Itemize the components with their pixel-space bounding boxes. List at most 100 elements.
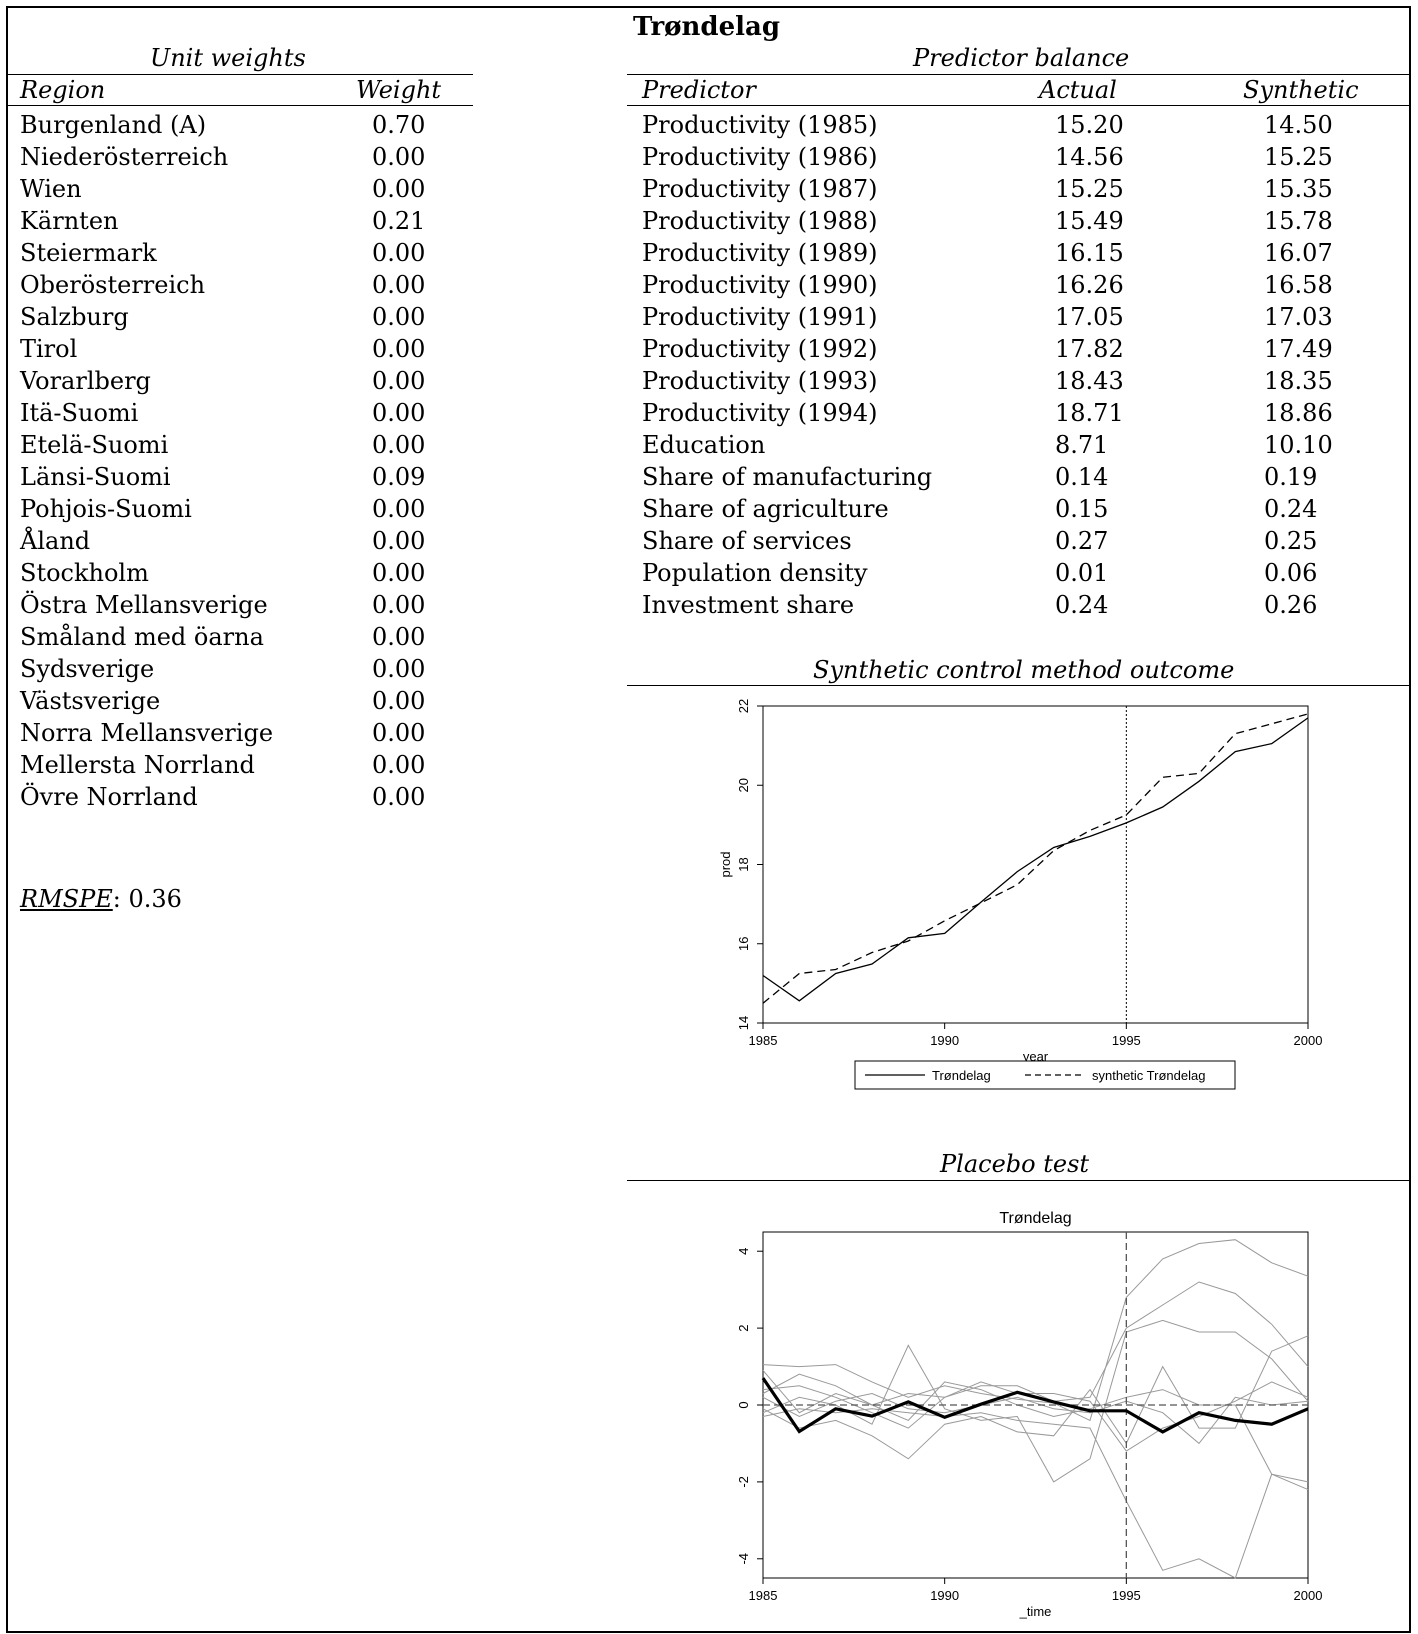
actual-value: 8.71 xyxy=(1055,431,1109,459)
region-name: Vorarlberg xyxy=(20,367,151,395)
weight-row: Niederösterreich 0.00 xyxy=(20,141,470,173)
synthetic-value: 16.07 xyxy=(1264,239,1333,267)
unit-weights-caption: Unit weights xyxy=(150,44,306,72)
region-weight: 0.00 xyxy=(372,143,426,171)
region-name: Småland med öarna xyxy=(20,623,264,651)
synthetic-value: 0.24 xyxy=(1264,495,1318,523)
region-weight: 0.00 xyxy=(372,271,426,299)
predictor-name: Productivity (1993) xyxy=(642,367,878,395)
placebo-series-line xyxy=(762,1319,1309,1483)
predictor-row: Productivity (1994) 18.71 18.86 xyxy=(642,397,1402,429)
y-tick-label: 0 xyxy=(736,1401,751,1408)
y-tick-label: 22 xyxy=(736,699,751,713)
predictor-name: Productivity (1990) xyxy=(642,271,878,299)
region-weight: 0.00 xyxy=(372,655,426,683)
region-name: Niederösterreich xyxy=(20,143,229,171)
region-name: Etelä-Suomi xyxy=(20,431,169,459)
region-weight: 0.00 xyxy=(372,751,426,779)
actual-value: 0.01 xyxy=(1055,559,1109,587)
actual-value: 17.82 xyxy=(1055,335,1124,363)
predictor-name: Share of agriculture xyxy=(642,495,889,523)
x-axis-label: year xyxy=(1023,1049,1049,1064)
region-weight: 0.00 xyxy=(372,719,426,747)
region-weight: 0.00 xyxy=(372,335,426,363)
unit-weights-top-rule xyxy=(8,74,473,75)
synthetic-value: 18.35 xyxy=(1264,367,1333,395)
region-weight: 0.00 xyxy=(372,559,426,587)
synthetic-value: 15.78 xyxy=(1264,207,1333,235)
weight-row: Vorarlberg 0.00 xyxy=(20,365,470,397)
weight-row: Etelä-Suomi 0.00 xyxy=(20,429,470,461)
weight-row: Kärnten 0.21 xyxy=(20,205,470,237)
placebo-series-line xyxy=(762,1335,1309,1460)
x-tick-label: 1995 xyxy=(1112,1033,1141,1048)
region-name: Oberösterreich xyxy=(20,271,206,299)
region-weight: 0.00 xyxy=(372,399,426,427)
synthetic-value: 17.03 xyxy=(1264,303,1333,331)
predictor-row: Productivity (1990) 16.26 16.58 xyxy=(642,269,1402,301)
x-tick-label: 1995 xyxy=(1112,1588,1141,1603)
actual-value: 0.27 xyxy=(1055,527,1109,555)
weight-row: Västsverige 0.00 xyxy=(20,685,470,717)
rmspe-separator: : xyxy=(112,885,121,913)
weight-row: Salzburg 0.00 xyxy=(20,301,470,333)
region-name: Mellersta Norrland xyxy=(20,751,255,779)
region-name: Länsi-Suomi xyxy=(20,463,171,491)
actual-value: 14.56 xyxy=(1055,143,1124,171)
x-tick-label: 2000 xyxy=(1294,1588,1323,1603)
region-weight: 0.21 xyxy=(372,207,426,235)
y-axis-label: prod xyxy=(718,851,733,877)
placebo-series-line xyxy=(762,1408,1309,1579)
predictor-row: Productivity (1987) 15.25 15.35 xyxy=(642,173,1402,205)
synthetic-column-header: Synthetic xyxy=(1243,76,1359,104)
weight-row: Småland med öarna 0.00 xyxy=(20,621,470,653)
y-tick-label: 14 xyxy=(736,1016,751,1030)
region-weight: 0.00 xyxy=(372,303,426,331)
predictor-name: Productivity (1994) xyxy=(642,399,878,427)
predictor-row: Productivity (1986) 14.56 15.25 xyxy=(642,141,1402,173)
weight-row: Sydsverige 0.00 xyxy=(20,653,470,685)
predictor-row: Productivity (1991) 17.05 17.03 xyxy=(642,301,1402,333)
placebo-series-line xyxy=(762,1370,1309,1452)
actual-value: 17.05 xyxy=(1055,303,1124,331)
region-name: Tirol xyxy=(20,335,78,363)
treated-series-line xyxy=(761,1377,1309,1434)
actual-value: 18.43 xyxy=(1055,367,1124,395)
predictor-row: Population density 0.01 0.06 xyxy=(642,557,1402,589)
region-name: Pohjois-Suomi xyxy=(20,495,192,523)
predictor-name: Productivity (1987) xyxy=(642,175,878,203)
y-tick-label: 20 xyxy=(736,778,751,792)
predictor-name: Productivity (1992) xyxy=(642,335,878,363)
weight-row: Mellersta Norrland 0.00 xyxy=(20,749,470,781)
region-weight: 0.00 xyxy=(372,623,426,651)
region-weight: 0.09 xyxy=(372,463,426,491)
weight-row: Wien 0.00 xyxy=(20,173,470,205)
legend-label-actual: Trøndelag xyxy=(932,1068,991,1083)
placebo-series-line xyxy=(762,1239,1309,1422)
region-column-header: Region xyxy=(20,76,106,104)
region-name: Övre Norrland xyxy=(20,783,198,811)
rmspe-label: RMSPE xyxy=(20,885,113,913)
synthetic-series-line xyxy=(762,713,1309,1004)
region-title: Trøndelag xyxy=(633,12,781,42)
y-tick-label: 16 xyxy=(736,937,751,951)
rmspe: RMSPE: 0.36 xyxy=(20,885,182,913)
y-tick-label: 2 xyxy=(736,1324,751,1331)
weight-row: Norra Mellansverige 0.00 xyxy=(20,717,470,749)
region-name: Norra Mellansverige xyxy=(20,719,274,747)
predictor-row: Productivity (1993) 18.43 18.35 xyxy=(642,365,1402,397)
unit-weights-table: Burgenland (A) 0.70 Niederösterreich 0.00 Wi… xyxy=(20,109,470,813)
placebo-chart-caption: Placebo test xyxy=(940,1150,1090,1178)
synthetic-value: 18.86 xyxy=(1264,399,1333,427)
actual-value: 18.71 xyxy=(1055,399,1124,427)
weight-row: Övre Norrland 0.00 xyxy=(20,781,470,813)
region-name: Västsverige xyxy=(20,687,161,715)
weight-row: Pohjois-Suomi 0.00 xyxy=(20,493,470,525)
predictor-balance-header: Predictor Actual Synthetic xyxy=(642,74,1402,106)
predictor-row: Share of services 0.27 0.25 xyxy=(642,525,1402,557)
predictor-balance-caption: Predictor balance xyxy=(913,44,1130,72)
x-tick-label: 1985 xyxy=(749,1588,778,1603)
region-name: Burgenland (A) xyxy=(20,111,207,139)
region-name: Wien xyxy=(20,175,82,203)
actual-value: 15.49 xyxy=(1055,207,1124,235)
